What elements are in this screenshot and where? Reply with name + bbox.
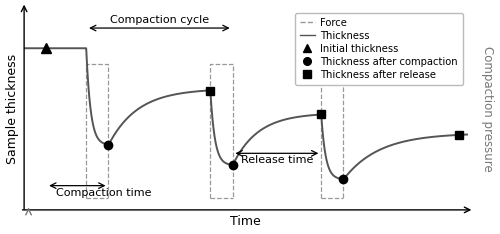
- Text: Compaction cycle: Compaction cycle: [110, 15, 209, 25]
- Text: Compaction time: Compaction time: [56, 188, 152, 198]
- Text: Release time: Release time: [240, 155, 313, 165]
- Y-axis label: Sample thickness: Sample thickness: [6, 54, 18, 164]
- Y-axis label: Compaction pressure: Compaction pressure: [482, 46, 494, 172]
- X-axis label: Time: Time: [230, 216, 261, 228]
- Legend: Force, Thickness, Initial thickness, Thickness after compaction, Thickness after: Force, Thickness, Initial thickness, Thi…: [295, 13, 462, 85]
